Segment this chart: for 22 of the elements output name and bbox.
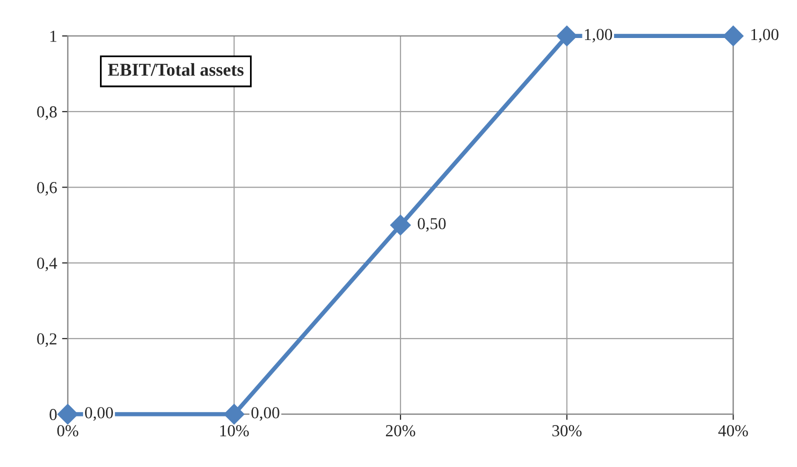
y-tick-label: 0 (50, 408, 57, 420)
point (722, 26, 744, 46)
x-tick-label: 10% (220, 425, 249, 436)
data-label: 0,00 (85, 407, 113, 421)
data-label: 0,50 (418, 218, 446, 232)
x-tick-label: 0% (57, 425, 78, 436)
point (224, 404, 244, 425)
y-tick-label: 0,6 (37, 182, 57, 196)
y-tick-label: 1 (50, 30, 56, 42)
x-tick-label: 40% (718, 425, 748, 436)
y-tick-label: 0,4 (37, 258, 58, 272)
point (57, 404, 78, 425)
x-tick-label: 20% (386, 425, 416, 436)
x-tick-label: 30% (552, 425, 582, 436)
data-label: 0,00 (251, 407, 280, 421)
text: EBIT/Total assets (108, 63, 244, 76)
y-tick-label: 0,2 (37, 333, 56, 347)
point (556, 26, 578, 46)
point (390, 214, 411, 236)
y-tick-label: 0,8 (37, 106, 57, 120)
data-label: 1,00 (751, 28, 778, 43)
data-label: 1,00 (585, 28, 612, 43)
